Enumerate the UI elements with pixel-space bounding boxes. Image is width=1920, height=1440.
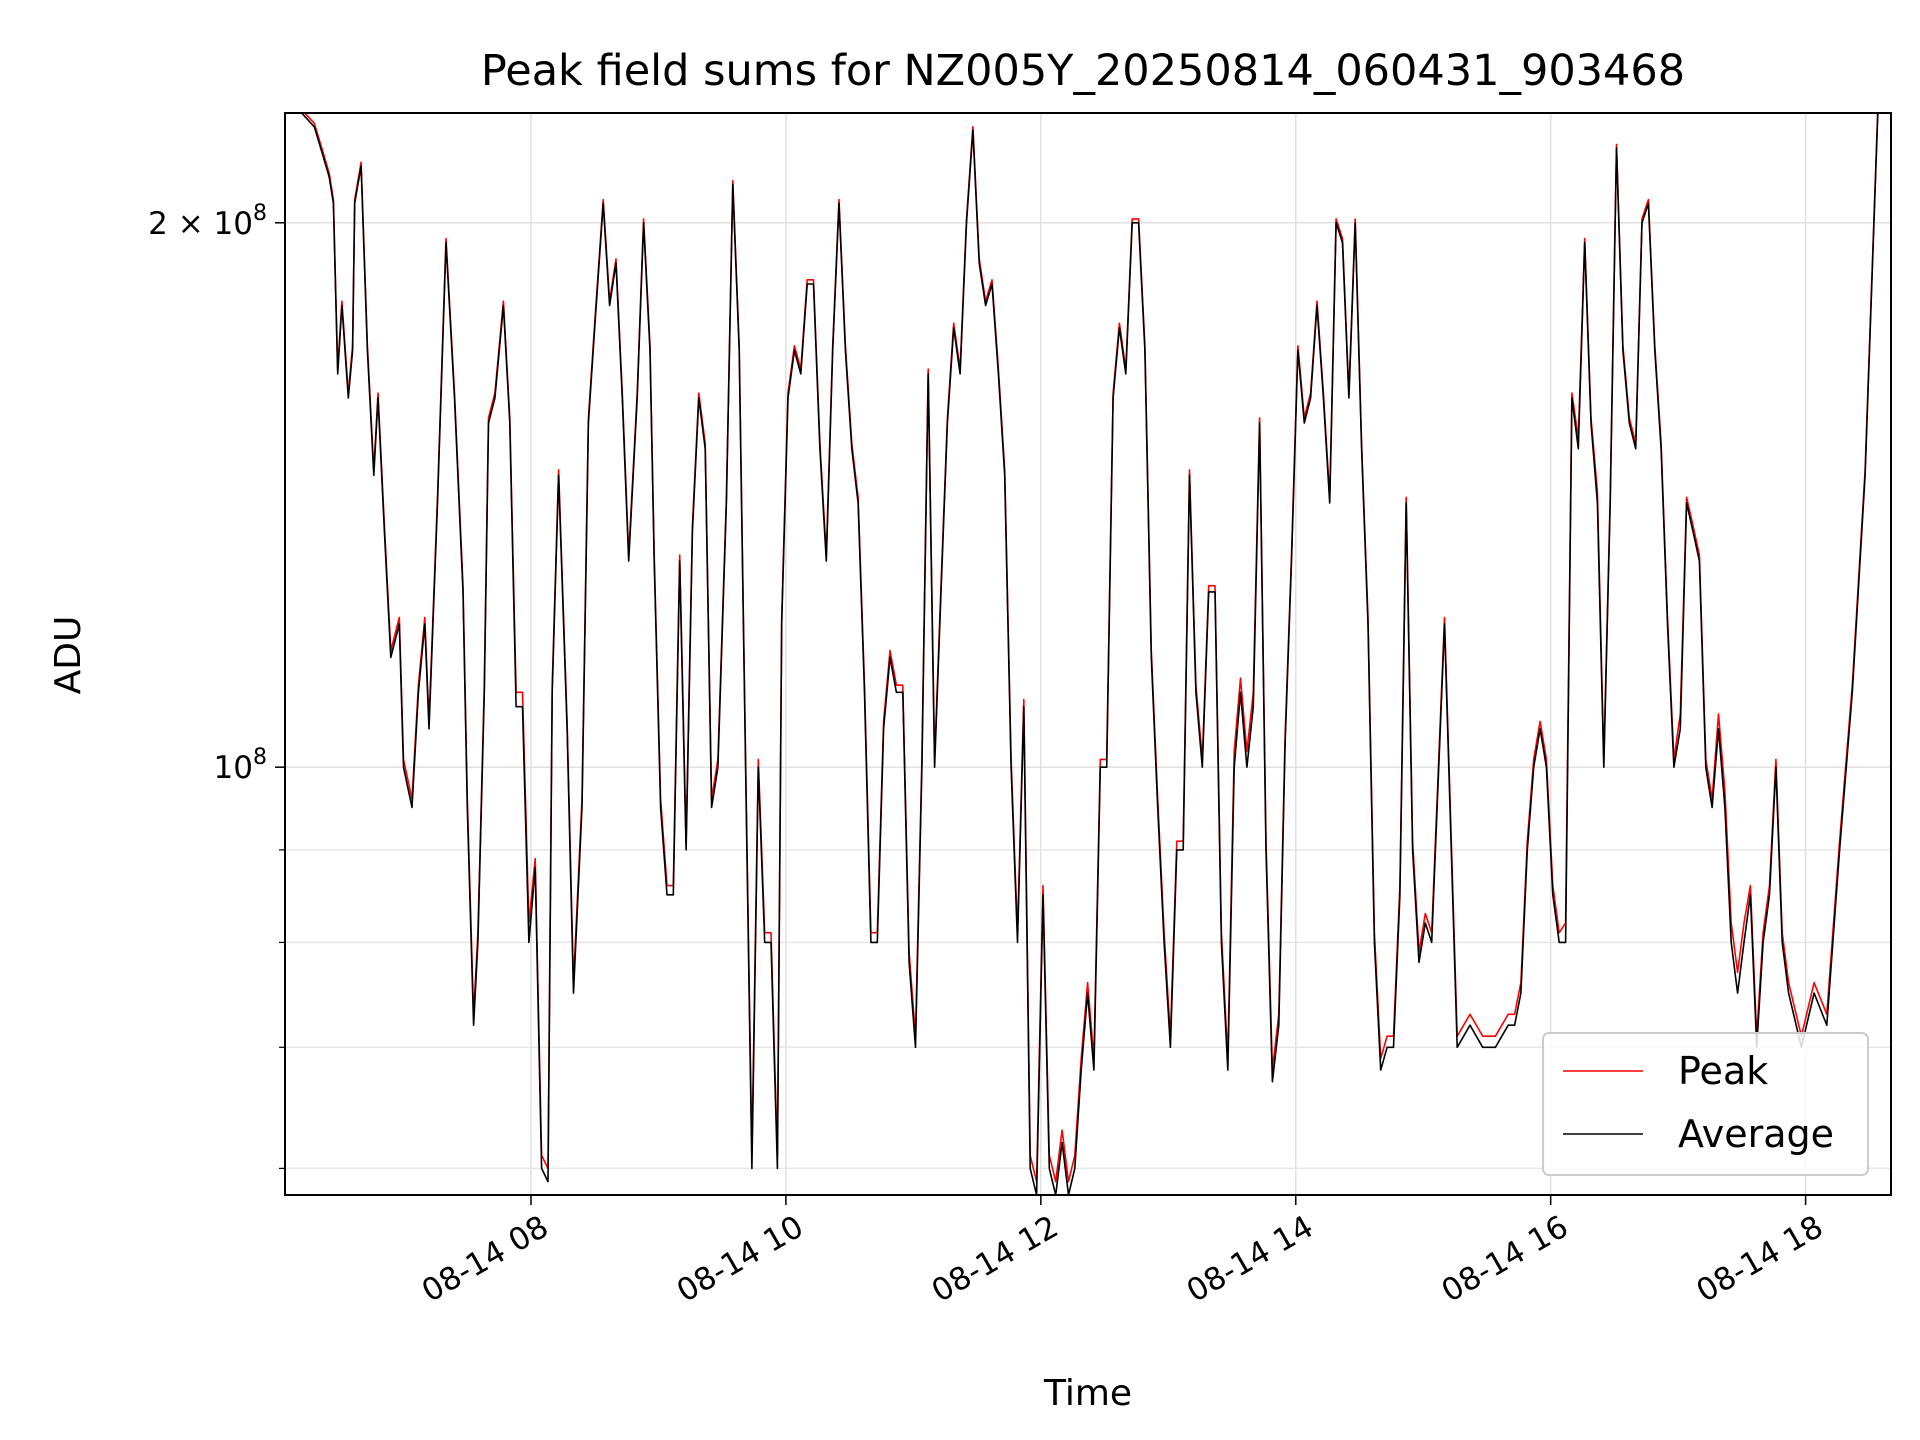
y-axis-ticks: 108 2 × 108 bbox=[148, 201, 285, 1169]
x-axis-label: Time bbox=[1043, 1373, 1132, 1414]
series-average-line bbox=[285, 113, 1879, 1195]
y-axis-label: ADU bbox=[48, 616, 89, 695]
y-tick-label: 108 bbox=[214, 745, 267, 786]
y-tick-label: 2 × 108 bbox=[148, 201, 267, 242]
legend-average-label: Average bbox=[1678, 1112, 1834, 1156]
legend-peak-label: Peak bbox=[1678, 1049, 1768, 1093]
plot-frame bbox=[284, 112, 1892, 1196]
series-layer bbox=[285, 113, 1879, 1195]
legend: Peak Average bbox=[1542, 1032, 1869, 1176]
chart-title: Peak field sums for NZ005Y_20250814_0604… bbox=[481, 46, 1685, 96]
legend-box bbox=[1542, 1032, 1869, 1176]
